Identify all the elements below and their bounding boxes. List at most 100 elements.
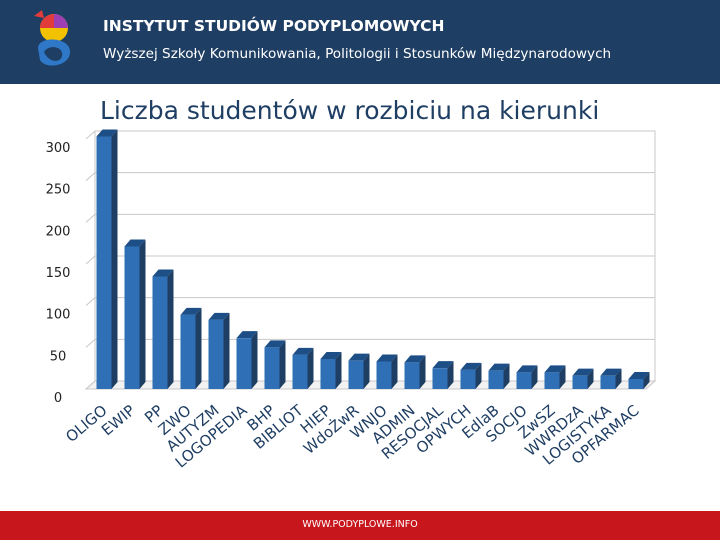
y-tick-label: 100 — [46, 308, 71, 323]
bar-top — [292, 347, 314, 355]
gridline-side — [85, 213, 96, 223]
bar-side — [167, 269, 174, 389]
bar — [152, 269, 174, 389]
y-tick-label: 300 — [46, 141, 71, 156]
bar — [208, 312, 230, 389]
bar-side — [223, 312, 230, 389]
bar-top — [208, 312, 230, 320]
bar — [348, 353, 370, 389]
gridline-side — [85, 297, 96, 307]
bar-side — [419, 355, 426, 389]
bar-front — [292, 354, 308, 389]
bar-top — [96, 129, 118, 137]
gridline-side — [85, 338, 96, 348]
bar — [544, 365, 566, 389]
footer-bar: WWW.PODYPLOWE.INFO — [0, 511, 720, 540]
bar-front — [600, 375, 616, 389]
header-title: INSTYTUT STUDIÓW PODYPLOMOWYCH — [103, 17, 445, 35]
bar-side — [195, 307, 202, 389]
y-tick-label: 0 — [54, 391, 62, 406]
bar-side — [587, 368, 594, 389]
bar-front — [236, 338, 252, 389]
bar — [460, 362, 482, 389]
bar — [124, 239, 146, 389]
x-tick-label: EWIP — [98, 401, 139, 439]
gridline-side — [85, 172, 96, 182]
bar-top — [264, 340, 286, 348]
bar — [516, 365, 538, 389]
y-tick-label: 150 — [46, 266, 71, 281]
bar-side — [279, 340, 286, 389]
bar-front — [376, 361, 392, 389]
bar-side — [475, 362, 482, 389]
bar-front — [348, 360, 364, 389]
bar-front — [404, 362, 420, 389]
bar — [96, 129, 118, 389]
bar — [600, 368, 622, 389]
bar-top — [488, 363, 510, 371]
bar-side — [363, 353, 370, 389]
bar — [376, 354, 398, 389]
institute-logo-icon — [34, 10, 70, 66]
bar-front — [152, 276, 168, 389]
bar — [628, 372, 650, 389]
bar-top — [320, 352, 342, 359]
bar-front — [460, 369, 476, 389]
bar — [488, 363, 510, 389]
bar-side — [139, 239, 146, 389]
gridline-side — [85, 255, 96, 265]
y-tick-label: 200 — [46, 224, 71, 239]
bar-side — [251, 331, 258, 389]
gridline-side — [85, 380, 96, 390]
y-axis: 0 50 100 150 200 250 300 — [46, 141, 71, 406]
bar-front — [208, 319, 224, 389]
y-tick-label: 50 — [50, 349, 67, 364]
bar-front — [432, 368, 448, 389]
footer-url: WWW.PODYPLOWE.INFO — [302, 519, 418, 530]
bar-front — [516, 372, 532, 389]
bar-top — [600, 368, 622, 376]
bar — [572, 368, 594, 389]
bar-top — [460, 362, 482, 370]
bar-side — [643, 372, 650, 389]
bar-front — [572, 375, 588, 389]
bar-top — [516, 365, 538, 373]
bar — [432, 361, 454, 389]
bar-top — [376, 354, 398, 362]
bar-side — [503, 363, 510, 389]
bar-top — [544, 365, 566, 373]
bar-top — [572, 368, 594, 376]
bar-side — [447, 361, 454, 389]
bar-side — [615, 368, 622, 389]
bar-front — [320, 359, 336, 389]
bar-side — [559, 365, 566, 389]
bar-side — [111, 129, 118, 389]
bar-side — [335, 352, 342, 389]
bar-top — [180, 307, 202, 315]
bar-top — [236, 331, 258, 339]
bar-side — [307, 347, 314, 389]
bar — [180, 307, 202, 389]
bar-front — [264, 347, 280, 389]
y-tick-label: 250 — [46, 183, 71, 198]
bar-top — [404, 355, 426, 363]
bar-front — [124, 246, 140, 389]
bar — [292, 347, 314, 389]
bar-top — [348, 353, 370, 361]
bar — [404, 355, 426, 389]
bars — [96, 129, 650, 389]
bar — [320, 352, 342, 389]
bar-side — [531, 365, 538, 389]
header-subtitle: Wyższej Szkoły Komunikowania, Politologi… — [103, 46, 612, 62]
header-banner: INSTYTUT STUDIÓW PODYPLOMOWYCH Wyższej S… — [0, 0, 720, 84]
chart-title: Liczba studentów w rozbiciu na kierunki — [100, 96, 600, 125]
bar-side — [391, 354, 398, 389]
bar-front — [628, 379, 644, 389]
bar-front — [96, 136, 112, 389]
bar-front — [488, 370, 504, 389]
bar-top — [628, 372, 650, 379]
bar-front — [180, 314, 196, 389]
bar-front — [544, 372, 560, 389]
